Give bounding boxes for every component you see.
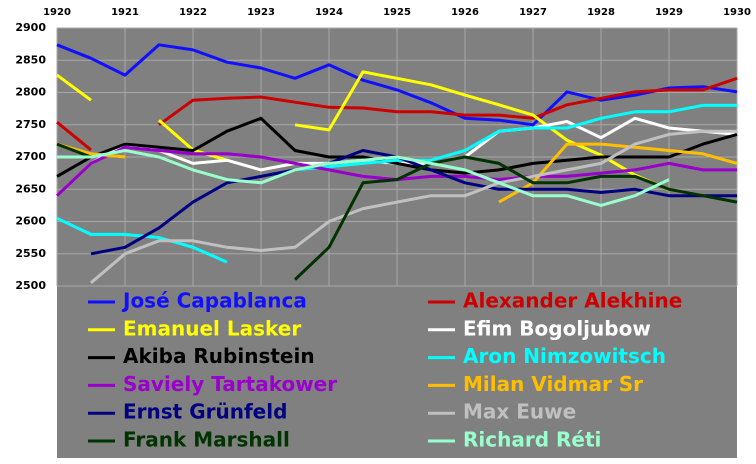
legend-label: Aron Nimzowitsch [463,344,666,368]
series-line [90,149,737,256]
x-tick-label: 1930 [723,7,751,18]
legend-label: Saviely Tartakower [123,372,337,396]
legend-label: José Capablanca [121,289,307,313]
y-tick-label: 2600 [15,215,46,228]
series-line [56,76,738,152]
legend-label: Efim Bogoljubow [463,316,651,340]
legend: José Capablanca Alexander Alekhine Emanuel… [88,289,682,452]
x-tick-label: 1922 [179,7,207,18]
legend-label: Alexander Alekhine [463,289,682,313]
legend-label: Richard Réti [463,428,601,452]
y-tick-label: 2800 [15,86,46,99]
x-tick-label: 1923 [247,7,275,18]
y-tick-label: 2850 [15,53,46,66]
x-tick-label: 1928 [587,7,615,18]
y-tick-label: 2900 [15,21,46,34]
legend-label: Frank Marshall [123,428,290,452]
y-tick-label: 2500 [15,279,46,292]
legend-label: Max Euwe [463,400,576,424]
x-tick-label: 1924 [315,7,343,18]
legend-label: Milan Vidmar Sr [463,372,643,396]
legend-label: Emanuel Lasker [123,316,301,340]
legend-label: Ernst Grünfeld [123,400,287,424]
series-line [57,149,670,207]
series-line [56,142,738,281]
y-tick-label: 2650 [15,182,46,195]
y-tick-label: 2550 [15,247,46,260]
legend-label: Akiba Rubinstein [123,344,315,368]
y-tick-label: 2750 [15,118,46,131]
x-tick-label: 1921 [111,7,139,18]
x-tick-label: 1925 [383,7,411,18]
series-line [56,116,738,178]
x-tick-label: 1926 [451,7,479,18]
series-line [56,43,738,127]
lines [55,43,738,284]
x-tick-label: 1920 [43,7,71,18]
x-tick-label: 1927 [519,7,547,18]
y-tick-label: 2700 [15,150,46,163]
series-line [90,129,737,284]
x-tick-label: 1929 [655,7,683,18]
